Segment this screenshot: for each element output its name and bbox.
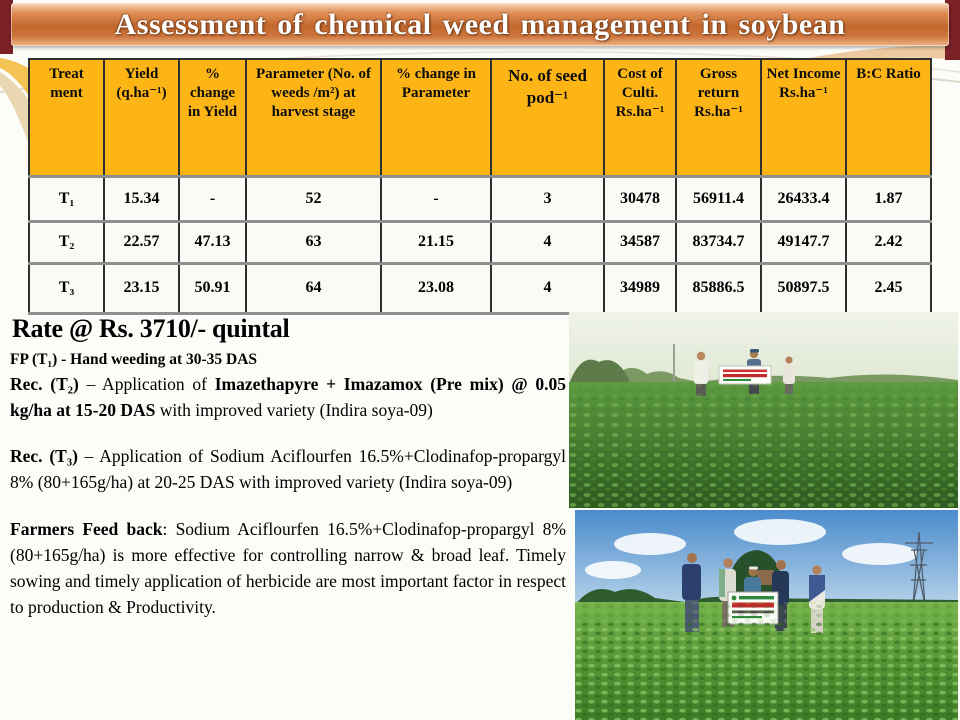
col-header-seed-pod: No. of seed pod⁻¹ — [490, 58, 605, 177]
col-header-cost: Cost of Culti. Rs.ha⁻¹ — [603, 58, 677, 177]
power-tower — [905, 531, 933, 606]
table-row-t2: T₂ 22.57 47.13 63 21.15 4 34587 83734.7 … — [28, 219, 932, 263]
note-rec-t2: Rec. (T₂) – Application of Imazethapyre … — [10, 373, 567, 420]
results-table: Treat ment Yield (q.ha⁻¹) % change in Yi… — [28, 58, 932, 315]
treatment-notes: FP (T₁) - Hand weeding at 30-35 DAS Rec.… — [10, 349, 566, 621]
cell-gross: 56911.4 — [675, 174, 762, 221]
cell-treatment: T₂ — [28, 219, 105, 263]
cell-treatment: T₃ — [28, 261, 105, 315]
cell-cost: 34989 — [603, 261, 677, 315]
col-header-parameter: Parameter (No. of weeds /m²) at harvest … — [245, 58, 382, 177]
cell-treatment: T₁ — [28, 174, 105, 221]
cell-bc: 2.45 — [845, 261, 932, 315]
cell-pct-parameter: - — [380, 174, 492, 221]
cell-pct-yield: 47.13 — [178, 219, 247, 263]
cell-cost: 30478 — [603, 174, 677, 221]
cell-net: 26433.4 — [760, 174, 847, 221]
cell-parameter: 52 — [245, 174, 382, 221]
col-header-gross-return: Gross return Rs.ha⁻¹ — [675, 58, 762, 177]
col-header-bc-ratio: B:C Ratio — [845, 58, 932, 177]
cell-pct-yield: 50.91 — [178, 261, 247, 315]
cell-net: 50897.5 — [760, 261, 847, 315]
rate-note: Rate @ Rs. 3710/- quintal — [12, 314, 290, 343]
field-foliage-light — [575, 602, 958, 720]
clouds — [585, 519, 918, 579]
col-header-pct-change-yield: % change in Yield — [178, 58, 247, 177]
maroon-corner-left — [0, 0, 13, 54]
field-photo-top — [569, 312, 958, 508]
cell-parameter: 64 — [245, 261, 382, 315]
field-photo-bottom-art — [575, 510, 958, 720]
col-header-treatment: Treat ment — [28, 58, 105, 177]
col-header-pct-change-parameter: % change in Parameter — [380, 58, 492, 177]
title-banner: Assessment of chemical weed management i… — [11, 3, 949, 46]
cell-yield: 23.15 — [103, 261, 180, 315]
cell-yield: 22.57 — [103, 219, 180, 263]
pole — [673, 344, 675, 386]
cell-seed-pod: 4 — [490, 219, 605, 263]
hut — [757, 570, 774, 585]
table-row-t3: T₃ 23.15 50.91 64 23.08 4 34989 85886.5 … — [28, 261, 932, 315]
table-header-row: Treat ment Yield (q.ha⁻¹) % change in Yi… — [28, 58, 932, 177]
table-row-t1: T₁ 15.34 - 52 - 3 30478 56911.4 26433.4 … — [28, 174, 932, 221]
cell-pct-parameter: 21.15 — [380, 219, 492, 263]
cell-net: 49147.7 — [760, 219, 847, 263]
note-farmers-feedback: Farmers Feed back: Sodium Aciflourfen 16… — [10, 518, 567, 618]
cell-bc: 2.42 — [845, 219, 932, 263]
cell-yield: 15.34 — [103, 174, 180, 221]
cell-bc: 1.87 — [845, 174, 932, 221]
cell-seed-pod: 3 — [490, 174, 605, 221]
cell-parameter: 63 — [245, 219, 382, 263]
cell-seed-pod: 4 — [490, 261, 605, 315]
cell-pct-parameter: 23.08 — [380, 261, 492, 315]
col-header-yield: Yield (q.ha⁻¹) — [103, 58, 180, 177]
demonstration-banner-sign — [718, 365, 772, 385]
field-photo-bottom — [575, 510, 958, 720]
field-foliage-light — [569, 382, 958, 508]
note-fp-t1: FP (T₁) - Hand weeding at 30-35 DAS — [10, 351, 258, 368]
col-header-net-income: Net Income Rs.ha⁻¹ — [760, 58, 847, 177]
cell-cost: 34587 — [603, 219, 677, 263]
note-rec-t3: Rec. (T₃) – Application of Sodium Aciflo… — [10, 446, 566, 493]
cell-gross: 85886.5 — [675, 261, 762, 315]
slide-title: Assessment of chemical weed management i… — [114, 8, 846, 41]
cell-gross: 83734.7 — [675, 219, 762, 263]
cell-pct-yield: - — [178, 174, 247, 221]
field-photo-top-art — [569, 312, 958, 508]
